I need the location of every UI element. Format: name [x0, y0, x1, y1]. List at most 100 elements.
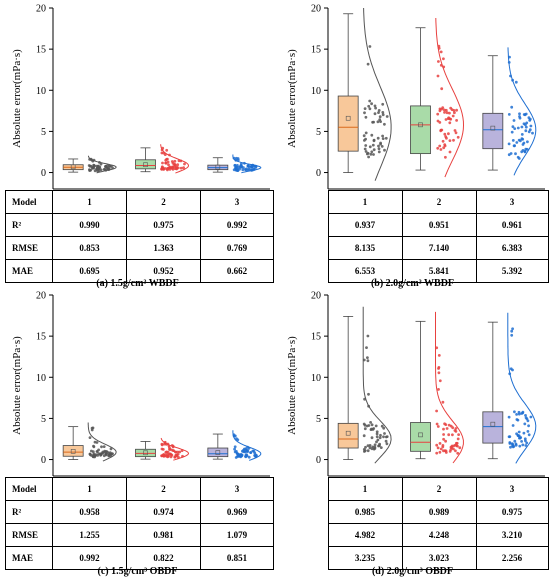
table-cell: 2: [401, 477, 477, 501]
data-point: [510, 130, 514, 134]
panel-d: 0 5 10 15 20 Absolute error(mPa·s) 1 2 3 0.98…: [275, 287, 550, 581]
data-point: [437, 388, 440, 391]
mean-marker: [70, 164, 76, 170]
data-point: [522, 431, 526, 435]
data-point: [442, 433, 445, 436]
table-cell: Model: [5, 477, 53, 501]
data-point: [103, 450, 107, 454]
data-point: [442, 146, 446, 150]
table-cell: 2: [126, 477, 201, 501]
data-point: [513, 127, 517, 130]
panel-a: 0 5 10 15 20 Absolute error(mPa·s) Model 1 2 …: [0, 0, 275, 290]
data-point: [252, 449, 256, 453]
data-point: [437, 44, 441, 48]
data-point: [162, 454, 166, 458]
data-point: [254, 453, 257, 457]
data-point: [440, 87, 444, 91]
data-point: [90, 454, 93, 457]
table-cell: 6.553: [327, 259, 403, 283]
data-point: [455, 441, 459, 445]
data-point: [513, 144, 516, 148]
table-cell: 0.985: [327, 500, 403, 524]
data-point: [507, 142, 511, 146]
data-point: [452, 109, 456, 112]
data-point: [438, 144, 442, 148]
table-cell: 0.975: [475, 500, 549, 524]
data-point: [453, 429, 457, 432]
data-point: [177, 455, 180, 459]
table-cell: 2: [401, 190, 477, 214]
data-point: [241, 168, 245, 172]
data-point: [511, 424, 515, 427]
chart-a: 0 5 10 15 20 Absolute error(mPa·s): [11, 4, 270, 190]
table-header-row: Model 1 2 3: [5, 190, 274, 214]
data-point: [444, 449, 448, 453]
table-cell: 0.662: [200, 259, 274, 283]
data-point: [173, 159, 177, 163]
y-tick-label: 20: [36, 291, 46, 302]
table-cell: 0.951: [401, 213, 477, 237]
data-point: [436, 146, 440, 150]
data-point: [161, 448, 165, 451]
data-point: [363, 397, 366, 401]
data-point: [241, 449, 244, 453]
data-point: [527, 433, 531, 437]
data-point: [377, 147, 381, 151]
data-point: [373, 112, 377, 116]
y-tick-label: 15: [36, 332, 46, 343]
y-tick-label: 5: [316, 127, 321, 138]
data-point: [448, 111, 451, 115]
box: [410, 105, 431, 155]
data-point: [448, 150, 452, 154]
data-point: [375, 440, 378, 444]
data-point: [529, 124, 533, 128]
data-point: [87, 164, 91, 167]
table-row: RMSE 1.255 0.981 1.079: [5, 523, 274, 547]
data-point: [449, 106, 453, 110]
data-point: [108, 165, 112, 168]
data-point: [108, 451, 112, 455]
panel-b: 0 5 10 15 20 Absolute error(mPa·s) 1 2 3 0.93…: [275, 0, 550, 290]
data-point: [179, 166, 183, 170]
table-row: 0.937 0.951 0.961: [327, 213, 549, 237]
data-point: [451, 426, 455, 430]
data-point: [447, 132, 450, 136]
table-cell: 1: [52, 477, 127, 501]
table-cell: 0.952: [126, 259, 201, 283]
data-point: [510, 105, 514, 109]
data-point: [436, 112, 440, 116]
table-cell: 6.383: [475, 236, 549, 260]
data-point: [372, 138, 376, 142]
data-point: [455, 444, 458, 447]
data-point: [511, 368, 514, 372]
data-point: [374, 424, 378, 428]
data-point: [451, 433, 454, 437]
box: [62, 445, 84, 457]
data-point: [449, 448, 453, 451]
data-point: [233, 445, 237, 449]
data-point: [456, 135, 460, 139]
data-point: [373, 104, 377, 108]
table-row: 4.982 4.248 3.210: [327, 523, 549, 547]
data-point: [527, 130, 531, 134]
data-point: [102, 454, 106, 458]
y-tick-label: 15: [311, 45, 321, 56]
data-point: [438, 121, 442, 124]
data-point: [524, 123, 527, 127]
data-point: [377, 144, 380, 148]
data-point: [367, 104, 371, 108]
data-point: [517, 412, 521, 416]
data-point: [384, 439, 388, 443]
data-point: [96, 169, 99, 173]
data-point: [385, 115, 389, 118]
data-point: [448, 121, 452, 125]
table-cell: 0.937: [327, 213, 403, 237]
data-point: [456, 451, 460, 455]
data-point: [370, 436, 374, 440]
data-point: [174, 453, 178, 457]
data-point: [100, 445, 103, 449]
table-row: 8.135 7.140 6.383: [327, 236, 549, 260]
table-cell: 3: [475, 477, 549, 501]
table-cell: 4.248: [401, 523, 477, 547]
data-point: [521, 137, 525, 141]
